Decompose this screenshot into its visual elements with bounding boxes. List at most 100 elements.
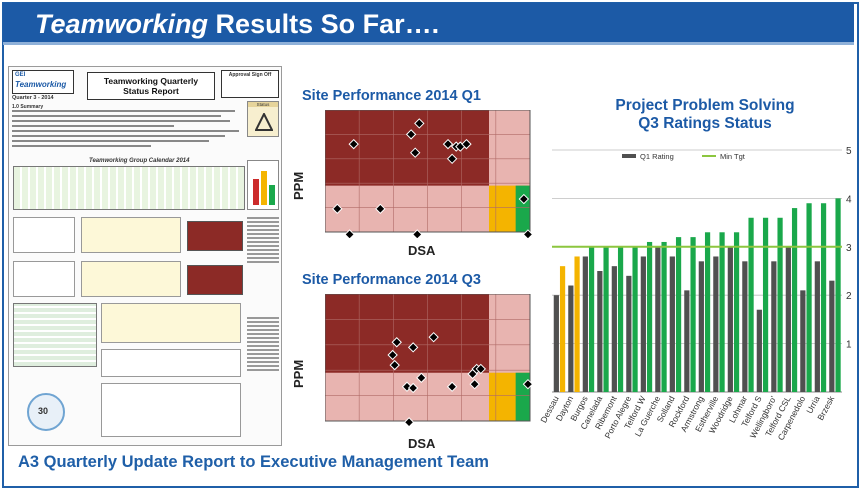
bar-q1 bbox=[597, 271, 603, 392]
site-point bbox=[461, 138, 472, 150]
warning-triangle-icon bbox=[255, 113, 273, 131]
bar-q1 bbox=[553, 295, 559, 392]
legend-min-tgt-label: Min Tgt bbox=[720, 152, 746, 161]
report-ratings-chart bbox=[101, 303, 241, 343]
site-point bbox=[412, 229, 423, 238]
bar-q3 bbox=[559, 266, 566, 392]
bar-q1 bbox=[684, 290, 690, 392]
site-point bbox=[407, 342, 419, 353]
bar-q3 bbox=[733, 232, 740, 392]
report-logo-name: Teamworking bbox=[15, 80, 67, 89]
slide-title: Teamworking Results So Far…. bbox=[35, 9, 439, 40]
slide-title-rest: Results So Far…. bbox=[208, 9, 440, 39]
y-tick-label: 5 bbox=[846, 146, 852, 157]
report-gauge-value: 30 bbox=[38, 406, 49, 416]
site-point bbox=[387, 349, 398, 361]
site-point bbox=[407, 382, 419, 394]
site-point bbox=[442, 138, 454, 150]
bar-q3 bbox=[820, 203, 827, 392]
legend-q1-label: Q1 Rating bbox=[640, 152, 674, 161]
site-point bbox=[522, 229, 534, 238]
bar-q1 bbox=[640, 256, 646, 392]
report-title-line1: Teamworking Quarterly bbox=[103, 76, 199, 86]
scatter-q1-ylabel: PPM bbox=[291, 171, 306, 200]
y-tick-label: 1 bbox=[846, 340, 852, 351]
report-side-chart bbox=[247, 160, 279, 210]
matrix-green-zone bbox=[515, 185, 530, 232]
report-kpi-row-1 bbox=[13, 217, 245, 253]
report-summary-heading: 1.0 Summary bbox=[12, 104, 44, 110]
report-action-list bbox=[101, 383, 241, 437]
site-point bbox=[446, 153, 458, 165]
bar-chart-title-line1: Project Problem Solving bbox=[615, 97, 795, 114]
site-point bbox=[348, 138, 359, 150]
site-point bbox=[409, 147, 421, 158]
bar-q3 bbox=[762, 217, 769, 392]
bar-q3 bbox=[617, 246, 624, 392]
matrix-high-risk-zone bbox=[325, 110, 489, 186]
bar-q1 bbox=[611, 266, 617, 392]
slide-title-emphasis: Teamworking bbox=[35, 9, 209, 39]
bar-q3 bbox=[806, 203, 812, 392]
report-site-matrix-1 bbox=[187, 221, 243, 251]
bar-q3 bbox=[675, 237, 682, 392]
report-approval-label: Approval Sign Off bbox=[228, 72, 272, 78]
report-kpi-row-2 bbox=[13, 261, 245, 297]
y-tick-label: 3 bbox=[846, 243, 852, 254]
site-point bbox=[518, 193, 530, 205]
report-site-matrix-2 bbox=[187, 265, 243, 295]
bar-q3 bbox=[603, 246, 609, 392]
bar-chart-title: Project Problem Solving Q3 Ratings Statu… bbox=[600, 97, 810, 133]
scatter-q1-chart bbox=[325, 110, 534, 238]
report-projects-table bbox=[13, 303, 97, 367]
site-point bbox=[391, 337, 402, 348]
scatter-q3-ylabel: PPM bbox=[291, 359, 306, 388]
report-kpi-chart-1 bbox=[13, 217, 75, 253]
matrix-border bbox=[325, 110, 531, 233]
bar-q3 bbox=[704, 232, 711, 392]
site-point bbox=[403, 417, 415, 427]
bar-q1 bbox=[568, 285, 574, 392]
title-bar: Teamworking Results So Far…. bbox=[3, 3, 854, 45]
report-radar-charts bbox=[101, 349, 241, 377]
matrix-high-risk-zone bbox=[325, 294, 489, 373]
site-point bbox=[428, 331, 439, 343]
scatter-q3-chart bbox=[325, 294, 534, 427]
bar-q1 bbox=[756, 309, 762, 392]
y-tick-label: 2 bbox=[846, 291, 852, 302]
site-point bbox=[446, 381, 458, 392]
bar-q1 bbox=[713, 256, 719, 392]
bar-q1 bbox=[582, 256, 588, 392]
report-title-line2: Status Report bbox=[123, 86, 179, 96]
site-point bbox=[414, 118, 425, 129]
bar-q3 bbox=[835, 198, 841, 392]
report-kpi-chart-2 bbox=[81, 217, 181, 253]
scatter-q3-xlabel: DSA bbox=[408, 436, 436, 451]
report-status-label: Status bbox=[248, 102, 278, 107]
bar-q3 bbox=[646, 241, 653, 392]
bar-q1 bbox=[800, 290, 806, 392]
report-approval-box: Approval Sign Off bbox=[221, 70, 279, 98]
scatter-q1-xlabel: DSA bbox=[408, 243, 436, 258]
scatter-q1-title: Site Performance 2014 Q1 bbox=[302, 88, 481, 104]
site-point bbox=[405, 129, 417, 140]
bar-q3 bbox=[588, 246, 595, 392]
bar-q1 bbox=[727, 246, 733, 392]
y-tick-label: 4 bbox=[846, 194, 852, 205]
bar-q3 bbox=[791, 208, 798, 392]
bar-q3 bbox=[574, 256, 580, 392]
site-point bbox=[469, 378, 480, 390]
site-point bbox=[416, 372, 427, 384]
matrix-border bbox=[325, 294, 531, 422]
report-kpi-chart-3 bbox=[13, 261, 75, 297]
bar-q1 bbox=[785, 246, 791, 392]
site-point bbox=[522, 378, 534, 390]
bar-q3 bbox=[777, 217, 783, 392]
report-calendar bbox=[13, 166, 245, 210]
site-point bbox=[344, 229, 355, 238]
a3-report-thumbnail[interactable]: GEI Teamworking Teamworking Quarterly St… bbox=[8, 66, 282, 446]
report-title-box: Teamworking Quarterly Status Report bbox=[87, 72, 215, 100]
report-notes-2 bbox=[247, 317, 279, 373]
bar-q1 bbox=[829, 280, 835, 392]
report-logo-company: GEI bbox=[15, 72, 26, 78]
